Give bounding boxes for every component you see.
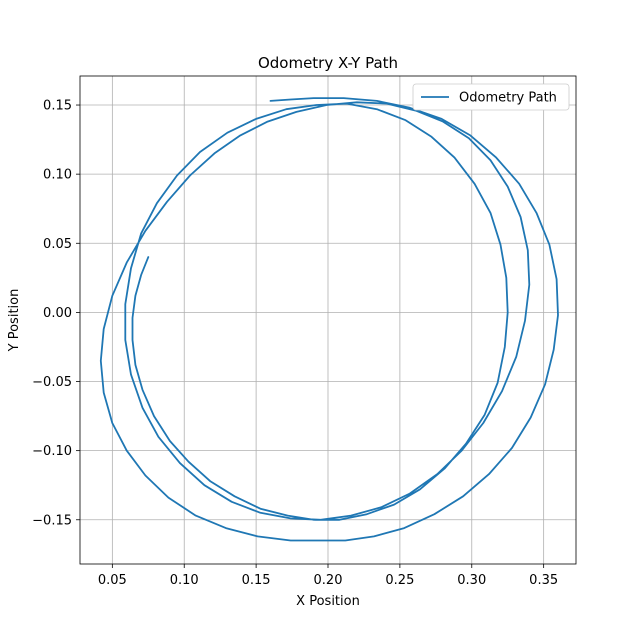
odometry-path-line xyxy=(99,97,559,542)
x-tick-label: 0.35 xyxy=(529,573,558,588)
y-tick-label: −0.05 xyxy=(32,375,72,390)
x-tick-label: 0.15 xyxy=(242,573,271,588)
y-tick-label: 0.00 xyxy=(43,306,72,321)
x-tick-label: 0.05 xyxy=(98,573,127,588)
y-tick-label: −0.15 xyxy=(32,513,72,528)
legend-box xyxy=(412,83,570,111)
y-tick-label: −0.10 xyxy=(32,444,72,459)
y-tick-label: 0.05 xyxy=(43,237,72,252)
legend: Odometry Path xyxy=(412,83,570,111)
x-tick-label: 0.30 xyxy=(457,573,486,588)
y-axis-label: Y Position xyxy=(7,289,22,353)
x-tick-label: 0.10 xyxy=(170,573,199,588)
series-layer xyxy=(99,97,559,542)
x-tick-label: 0.25 xyxy=(385,573,414,588)
y-tick-label: 0.10 xyxy=(43,168,72,183)
y-tick-label: 0.15 xyxy=(43,99,72,114)
legend-label: Odometry Path xyxy=(459,91,557,106)
chart-title: Odometry X-Y Path xyxy=(258,54,398,72)
x-axis-label: X Position xyxy=(296,594,360,609)
tick-layer: 0.05 0.10 0.15 0.20 0.25 0.30 0.35 −0.15 −0.10 −0… xyxy=(32,99,558,588)
x-tick-label: 0.20 xyxy=(314,573,343,588)
